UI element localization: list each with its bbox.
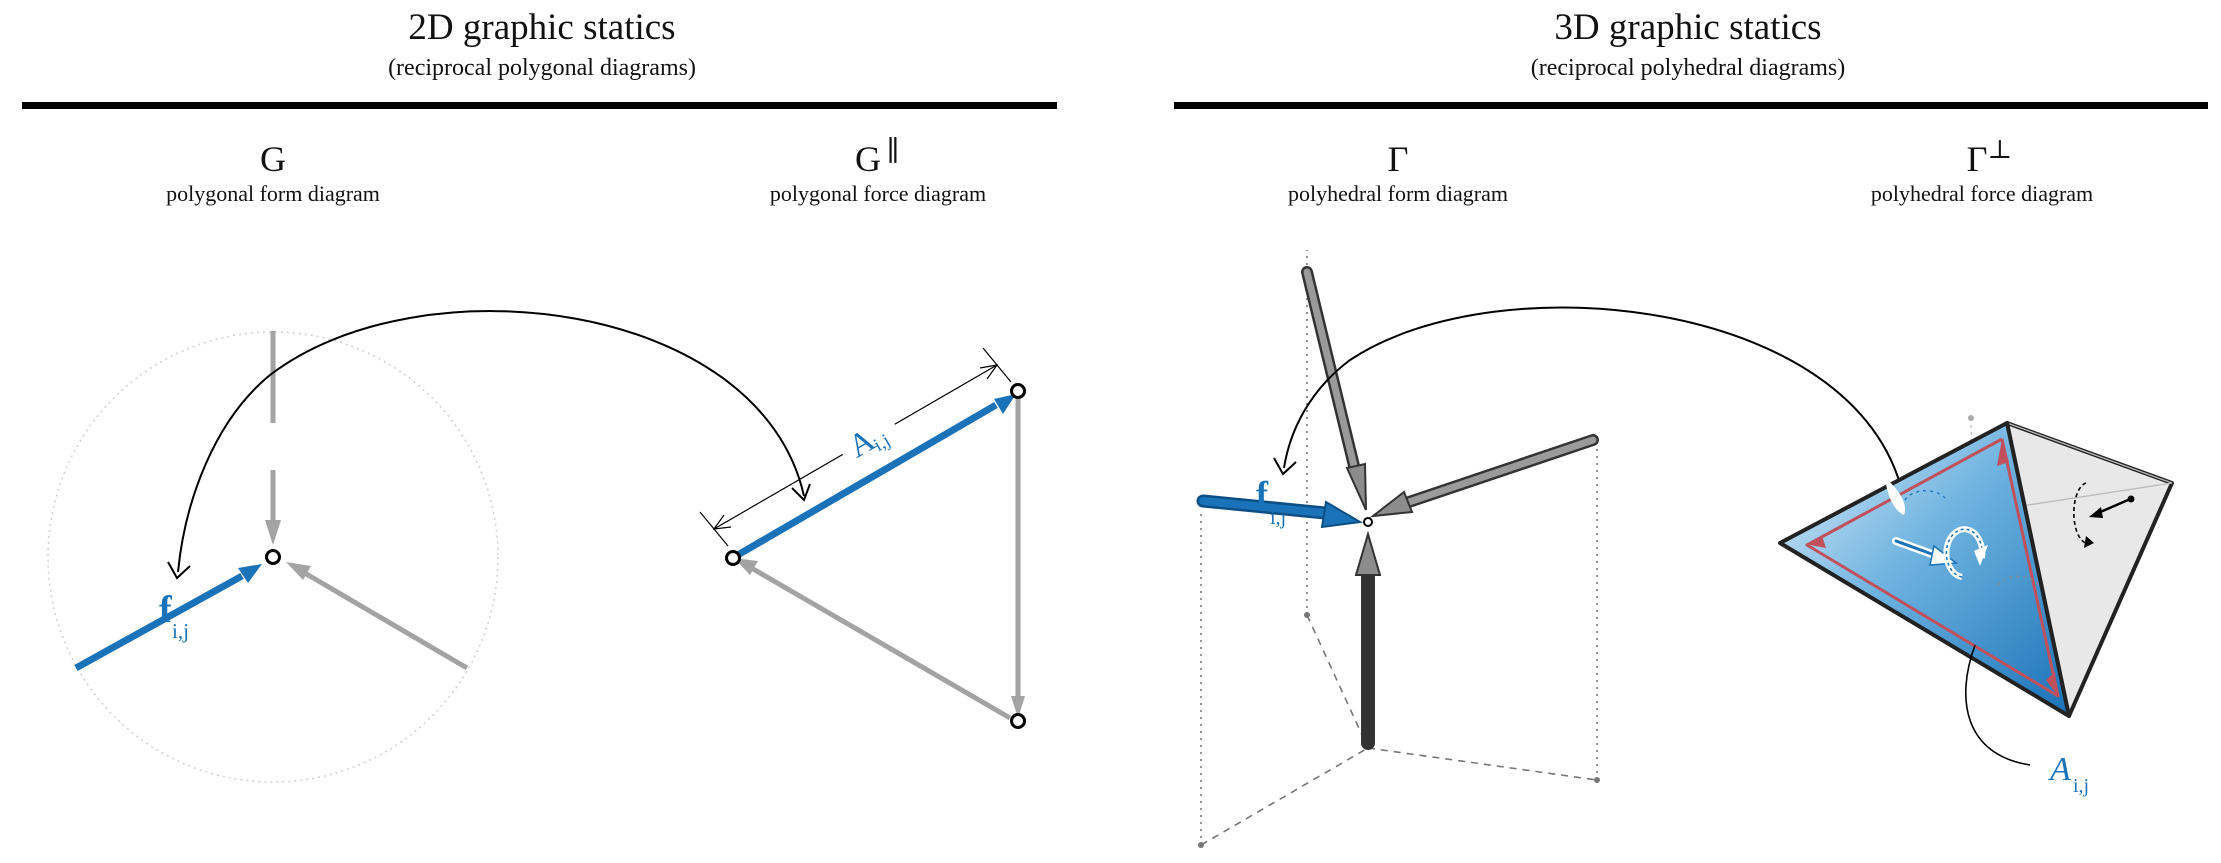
- construction-lines: [1200, 250, 1598, 846]
- hidden-rotation-arc: [1904, 490, 1946, 501]
- reciprocity-arrow-2d: [177, 310, 805, 573]
- force-vector-3d-subscript: i,j: [1270, 507, 1286, 529]
- back-face-rotation-arc: [2073, 482, 2091, 545]
- polyhedral-form-symbol: Γ: [1388, 139, 1409, 179]
- hidden-rotation-arc: [1997, 575, 2041, 589]
- back-face-normal-origin: [2127, 495, 2135, 503]
- form-node-3d: [1363, 517, 1373, 527]
- force-diagram-caption: polygonal force diagram: [770, 181, 986, 206]
- polyhedral-form-caption: polyhedral form diagram: [1288, 181, 1508, 206]
- circulation-arrowhead: [1810, 536, 1826, 548]
- force-vector-3d-label: f: [1256, 474, 1269, 514]
- force-edge-diagonal: [746, 563, 1012, 721]
- member-right-arrowhead: [286, 562, 311, 580]
- reciprocity-arrow-3d: [1283, 306, 1906, 506]
- construction-point: [1594, 777, 1600, 783]
- circulation-arrowhead: [1997, 439, 2009, 466]
- form-diagram-symbol: G: [260, 139, 286, 179]
- right-title-rule: [1174, 102, 2208, 109]
- face-label: A: [2048, 751, 2071, 788]
- force-vector-subscript: i,j: [172, 619, 189, 643]
- force-vertex-bottom: [1010, 713, 1026, 729]
- left-title: 2D graphic statics: [408, 7, 675, 48]
- force-edge-blue-arrowhead: [994, 394, 1016, 414]
- force-edge-diagonal-arrowhead: [734, 558, 758, 575]
- force-vector-arrowhead: [238, 564, 262, 583]
- force-vertex-top: [1010, 383, 1026, 399]
- face-label-leader: [1964, 644, 2031, 766]
- face-label-subscript: i,j: [2073, 775, 2089, 797]
- tetra-hidden-edge: [2006, 422, 2173, 484]
- reciprocity-3d-arrowhead-left: [1273, 457, 1297, 476]
- face-notch: [1885, 478, 1906, 515]
- dimension-label-mask: [830, 402, 906, 474]
- left-panel: 2D graphic statics (reciprocal polygonal…: [22, 7, 1057, 783]
- right-subtitle: (reciprocal polyhedral diagrams): [1531, 55, 1846, 81]
- construction-point: [1304, 612, 1310, 618]
- form-node: [265, 549, 281, 565]
- right-title: 3D graphic statics: [1554, 7, 1821, 48]
- force-vector-3d: [1196, 494, 1364, 529]
- reciprocity-arrowhead-left: [167, 561, 191, 580]
- force-edge-blue: [734, 401, 998, 560]
- member-right: [301, 569, 469, 671]
- left-title-rule: [22, 102, 1057, 109]
- force-diagram-superscript: ∥: [887, 136, 900, 167]
- force-vector: [74, 572, 244, 672]
- polyhedral-force-diagram: [1778, 415, 2174, 718]
- form-diagram-caption: polygonal form diagram: [166, 181, 380, 206]
- polyhedral-force-caption: polyhedral force diagram: [1871, 181, 2093, 206]
- dimension-arrow-right: [979, 364, 999, 380]
- face-rotation-arrowhead: [1974, 545, 1988, 566]
- back-face-rotation-arrowhead: [2084, 536, 2094, 548]
- construction-point: [1198, 842, 1204, 848]
- force-diagram-symbol: G: [855, 139, 881, 179]
- node-neighborhood-circle: [47, 331, 499, 783]
- dimension-arrow-left: [712, 514, 732, 530]
- rod-top: [1301, 266, 1367, 511]
- force-vector-label: f: [159, 589, 173, 631]
- member-top-arrowhead: [265, 520, 281, 545]
- force-edge-vertical-arrowhead: [1011, 696, 1025, 718]
- rod-right: [1369, 434, 1599, 518]
- face-boundary-circulation: [1805, 437, 2060, 698]
- back-face-normal: [2097, 498, 2129, 515]
- force-vertex-left: [725, 550, 741, 566]
- tetra-hidden-vertex: [1968, 415, 1974, 421]
- polyhedral-force-symbol: Γ: [1967, 139, 1988, 179]
- reciprocity-arrowhead-right: [791, 483, 811, 502]
- face-rotation-arc-core: [1945, 528, 1984, 578]
- polyhedral-force-superscript: ⊥: [1988, 135, 2012, 164]
- rod-bottom: [1354, 530, 1382, 750]
- right-panel: 3D graphic statics (reciprocal polyhedra…: [1174, 7, 2208, 848]
- left-subtitle: (reciprocal polygonal diagrams): [388, 55, 696, 81]
- back-face-normal-arrowhead: [2089, 507, 2103, 518]
- circulation-arrowhead: [2046, 672, 2058, 696]
- tetra-front-face: [1778, 421, 2071, 718]
